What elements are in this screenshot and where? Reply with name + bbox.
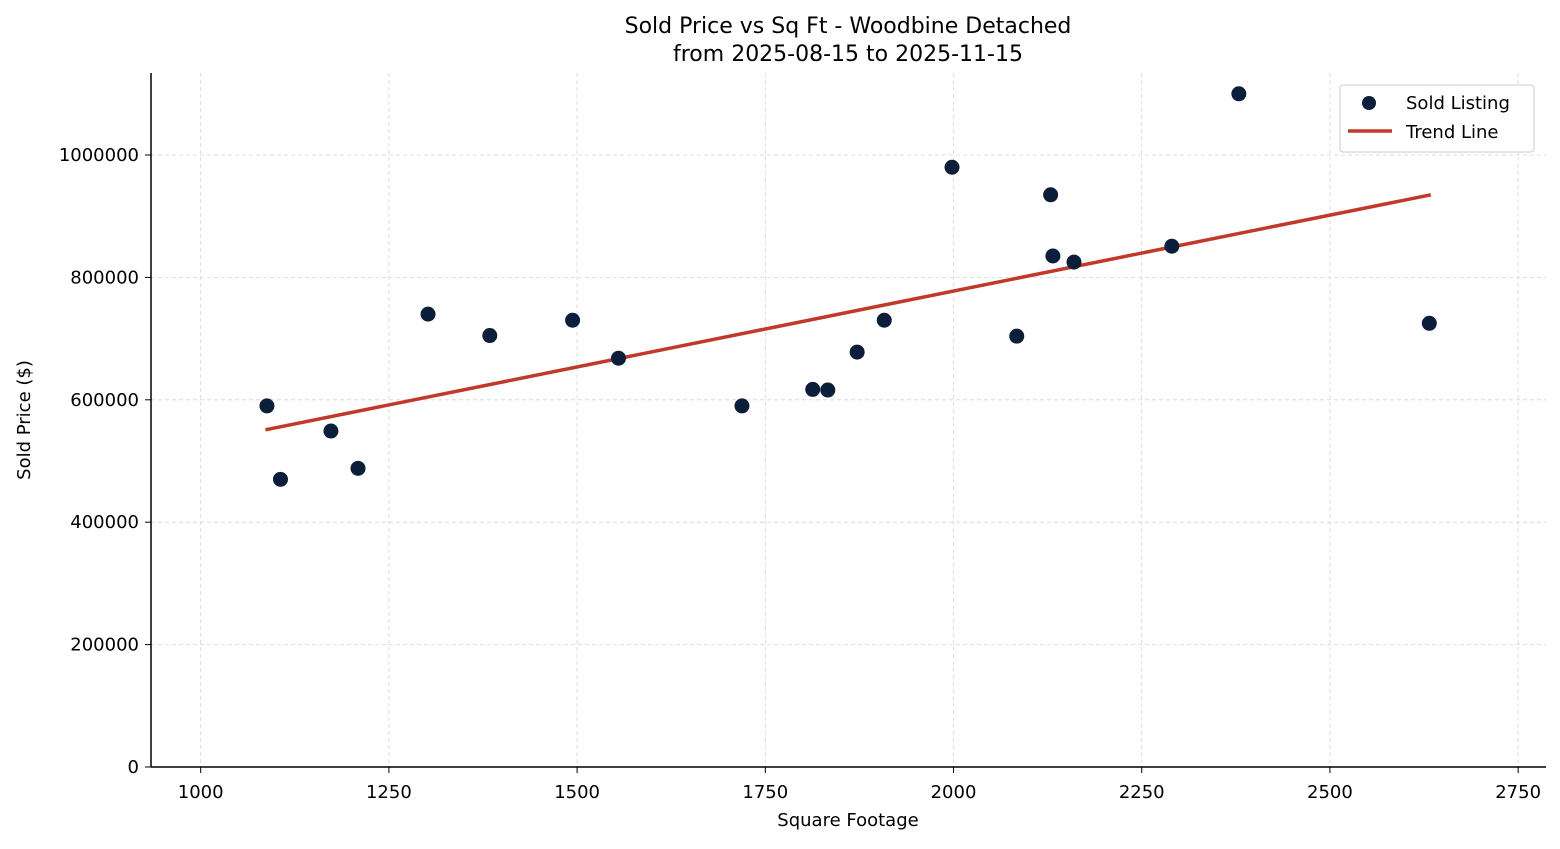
sold-listing-point xyxy=(259,398,275,414)
sold-listing-point xyxy=(420,306,436,322)
sold-listing-point xyxy=(1045,248,1061,264)
legend-marker-sold-listing xyxy=(1362,96,1376,110)
chart-title: Sold Price vs Sq Ft - Woodbine Detached xyxy=(625,14,1072,39)
trend-line xyxy=(265,193,1432,432)
y-axis-label: Sold Price ($) xyxy=(14,360,35,480)
y-tick-label: 800000 xyxy=(70,267,139,288)
axis-ticks: 1000 1250 1500 1750 2000 2250 2500 2750 0 200000 4… xyxy=(59,145,1541,803)
y-tick-label: 1000000 xyxy=(59,145,139,166)
sold-listing-point xyxy=(611,350,627,366)
sold-listing-point xyxy=(1009,328,1025,344)
data-marks xyxy=(259,86,1437,487)
sold-listing-point xyxy=(734,398,750,414)
sold-listing-point xyxy=(1231,86,1247,102)
sold-listing-point xyxy=(272,471,288,487)
y-tick-label: 200000 xyxy=(70,635,139,656)
legend-label-sold-listing: Sold Listing xyxy=(1406,93,1510,114)
sold-listing-point xyxy=(944,159,960,175)
sold-listing-point xyxy=(565,312,581,328)
sold-listing-point xyxy=(849,344,865,360)
sold-listing-point xyxy=(876,312,892,328)
legend: Sold Listing Trend Line xyxy=(1339,84,1535,153)
sold-listing-point xyxy=(820,382,836,398)
sold-listing-point xyxy=(1421,315,1437,331)
sold-listing-point xyxy=(805,381,821,397)
sold-listing-point xyxy=(1164,238,1180,254)
sold-listing-point xyxy=(1043,187,1059,203)
sold-listing-point xyxy=(323,423,339,439)
x-tick-label: 1250 xyxy=(366,782,412,803)
x-axis-label: Square Footage xyxy=(777,810,918,831)
sold-listing-point xyxy=(1066,254,1082,270)
x-tick-label: 2500 xyxy=(1307,782,1353,803)
x-tick-label: 1750 xyxy=(742,782,788,803)
sold-listing-point xyxy=(350,460,366,476)
x-tick-label: 1000 xyxy=(178,782,224,803)
y-tick-label: 400000 xyxy=(70,512,139,533)
x-tick-label: 1500 xyxy=(554,782,600,803)
y-tick-label: 0 xyxy=(128,757,139,778)
x-tick-label: 2250 xyxy=(1119,782,1165,803)
x-tick-label: 2000 xyxy=(931,782,977,803)
x-tick-label: 2750 xyxy=(1495,782,1541,803)
legend-box xyxy=(1339,84,1535,153)
sold-listing-point xyxy=(482,328,498,344)
grid xyxy=(151,73,1546,768)
legend-label-trend-line: Trend Line xyxy=(1405,122,1499,143)
y-tick-label: 600000 xyxy=(70,390,139,411)
chart-subtitle: from 2025-08-15 to 2025-11-15 xyxy=(673,42,1023,67)
